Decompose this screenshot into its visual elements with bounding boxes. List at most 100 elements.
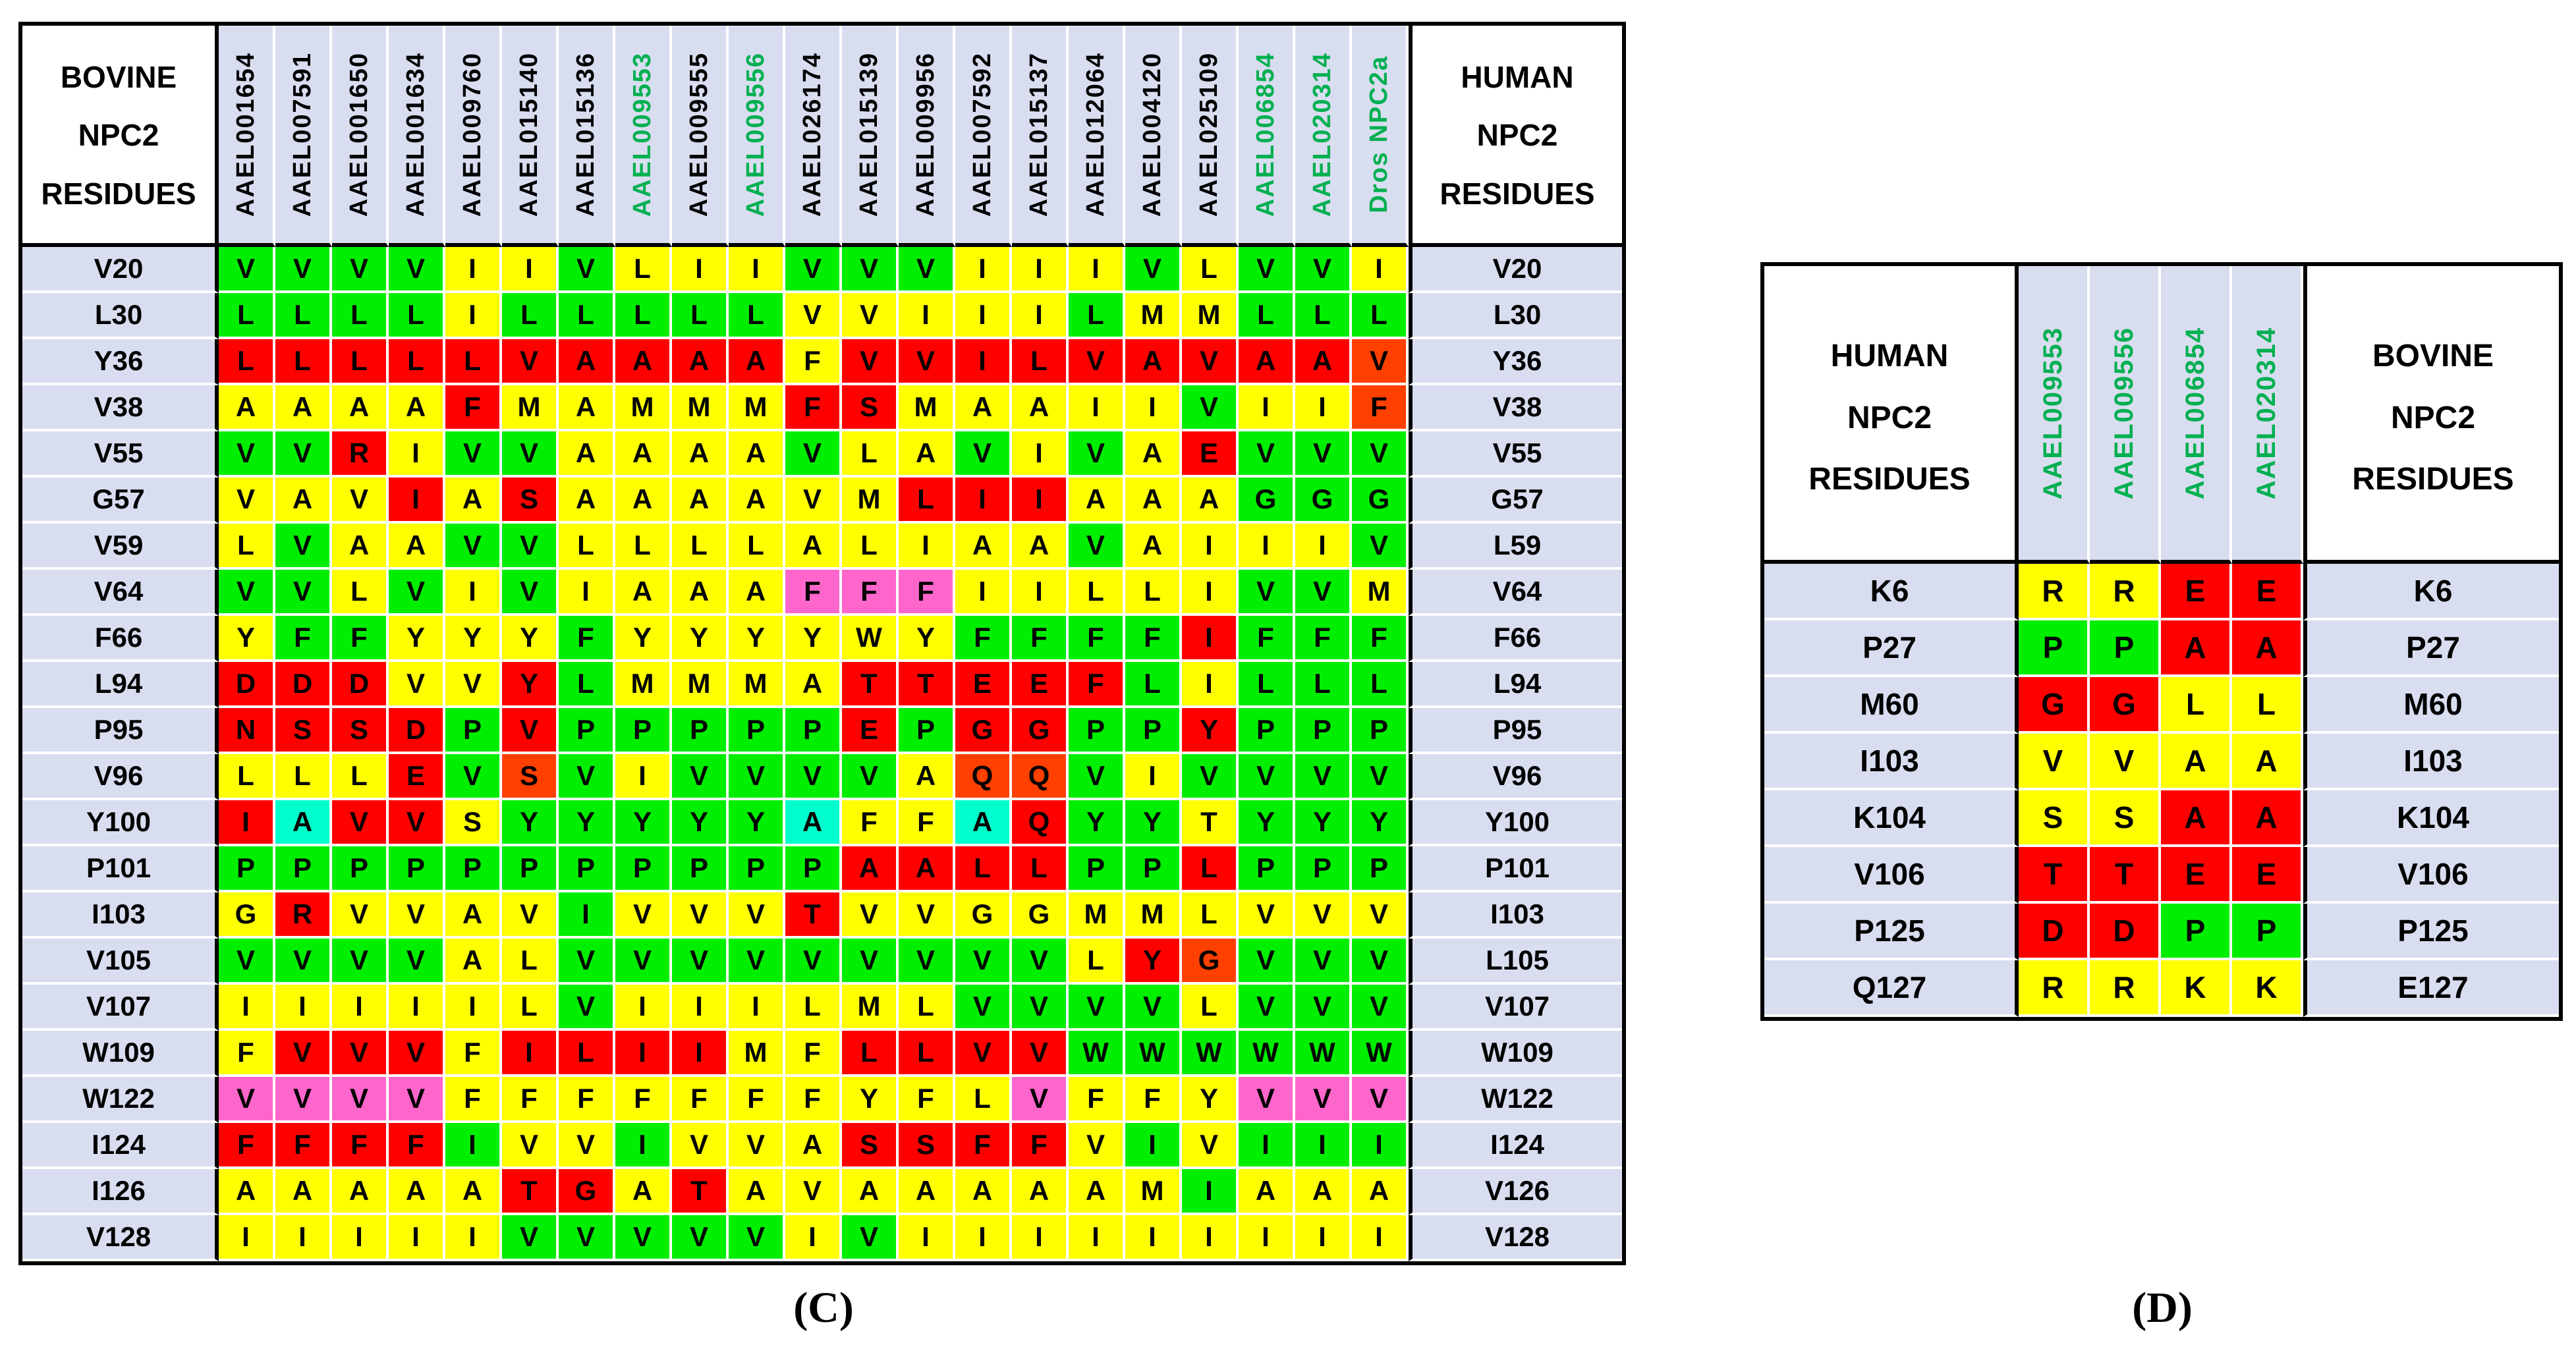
residue-cell: A	[332, 524, 389, 570]
residue-cell: A	[1069, 1169, 1125, 1215]
residue-cell: I	[1182, 1169, 1239, 1215]
residue-cell: I	[389, 1215, 445, 1261]
residue-cell: A	[1295, 339, 1352, 385]
residue-cell: P	[1295, 708, 1352, 754]
residue-cell: I	[332, 985, 389, 1031]
residue-cell: E	[1012, 662, 1069, 708]
residue-cell: P	[672, 846, 729, 892]
residue-cell: I	[275, 1215, 332, 1261]
residue-cell: Y	[502, 800, 559, 846]
bovine-residue-label: I103	[22, 892, 219, 939]
column-header-text: AAEL001650	[345, 51, 373, 217]
residue-cell: V	[332, 892, 389, 939]
human-residue-label: V38	[1409, 385, 1622, 431]
residue-cell: F	[899, 800, 955, 846]
residue-cell: L	[1182, 985, 1239, 1031]
residue-cell: Y	[615, 616, 672, 662]
residue-cell: V	[389, 800, 445, 846]
human-residue-label: V107	[1409, 985, 1622, 1031]
residue-cell: F	[785, 570, 842, 616]
residue-cell: V	[1352, 1077, 1409, 1123]
column-header-text: AAEL009556	[2109, 326, 2139, 500]
residue-cell: A	[899, 1169, 955, 1215]
residue-cell: Y	[899, 616, 955, 662]
residue-cell: A	[2161, 620, 2232, 677]
residue-cell: V	[899, 247, 955, 293]
residue-cell: I	[445, 1215, 502, 1261]
residue-cell: L	[1125, 662, 1182, 708]
residue-cell: L	[899, 478, 955, 524]
residue-cell: I	[1125, 754, 1182, 800]
column-header: AAEL009556	[729, 26, 785, 247]
residue-cell: V	[502, 524, 559, 570]
residue-cell: V	[1182, 1123, 1239, 1169]
residue-cell: I	[672, 985, 729, 1031]
residue-cell: W	[1295, 1031, 1352, 1077]
residue-cell: R	[2019, 960, 2090, 1017]
residue-cell: V	[332, 1031, 389, 1077]
bovine-residues-header: BOVINE NPC2 RESIDUES	[2303, 266, 2559, 564]
residue-cell: A	[2161, 734, 2232, 790]
residue-cell: F	[275, 1123, 332, 1169]
residue-cell: V	[275, 570, 332, 616]
residue-cell: V	[955, 985, 1012, 1031]
residue-cell: L	[332, 293, 389, 339]
residue-cell: F	[899, 570, 955, 616]
residue-cell: V	[672, 939, 729, 985]
residue-cell: L	[559, 1031, 615, 1077]
residue-cell: P	[615, 708, 672, 754]
residue-cell: I	[615, 1031, 672, 1077]
residue-cell: G	[559, 1169, 615, 1215]
bovine-residue-label: I126	[22, 1169, 219, 1215]
residue-cell: A	[389, 1169, 445, 1215]
residue-cell: Y	[219, 616, 275, 662]
header-line: NPC2	[1847, 400, 1932, 435]
residue-cell: A	[389, 385, 445, 431]
bovine-residue-label: W122	[22, 1077, 219, 1123]
residue-cell: N	[219, 708, 275, 754]
residue-cell: I	[672, 247, 729, 293]
human-residue-label: K104	[1764, 790, 2019, 847]
bovine-residue-label: K6	[2303, 564, 2559, 620]
residue-cell: W	[1125, 1031, 1182, 1077]
residue-cell: F	[729, 1077, 785, 1123]
residue-cell: Y	[1069, 800, 1125, 846]
residue-cell: E	[2161, 847, 2232, 904]
residue-cell: I	[615, 754, 672, 800]
residue-cell: V	[445, 431, 502, 478]
human-residue-label: G57	[1409, 478, 1622, 524]
residue-cell: F	[559, 1077, 615, 1123]
human-residue-label: L59	[1409, 524, 1622, 570]
column-header: AAEL025109	[1182, 26, 1239, 247]
panel-c-caption: (C)	[793, 1284, 854, 1332]
bovine-residue-label: V38	[22, 385, 219, 431]
residue-cell: V	[1295, 754, 1352, 800]
residue-cell: D	[275, 662, 332, 708]
bovine-residue-label: I103	[2303, 734, 2559, 790]
residue-cell: M	[502, 385, 559, 431]
column-header-text: AAEL009956	[911, 51, 939, 217]
residue-cell: M	[1125, 1169, 1182, 1215]
column-header-text: AAEL020314	[1308, 51, 1336, 217]
residue-cell: E	[2161, 564, 2232, 620]
human-residue-label: L105	[1409, 939, 1622, 985]
residue-cell: V	[502, 892, 559, 939]
residue-cell: V	[219, 478, 275, 524]
residue-cell: P	[1125, 846, 1182, 892]
residue-cell: Y	[1295, 800, 1352, 846]
residue-cell: A	[1182, 478, 1239, 524]
residue-cell: I	[445, 570, 502, 616]
residue-cell: P	[785, 708, 842, 754]
residue-cell: I	[1182, 1215, 1239, 1261]
residue-cell: A	[1239, 339, 1295, 385]
residue-cell: A	[1295, 1169, 1352, 1215]
residue-cell: P	[729, 708, 785, 754]
residue-cell: V	[389, 892, 445, 939]
residue-cell: V	[615, 939, 672, 985]
header-line: HUMAN	[1830, 339, 1949, 373]
residue-cell: V	[502, 431, 559, 478]
residue-cell: I	[219, 985, 275, 1031]
residue-cell: M	[1125, 293, 1182, 339]
residue-cell: L	[219, 293, 275, 339]
residue-cell: V	[219, 939, 275, 985]
